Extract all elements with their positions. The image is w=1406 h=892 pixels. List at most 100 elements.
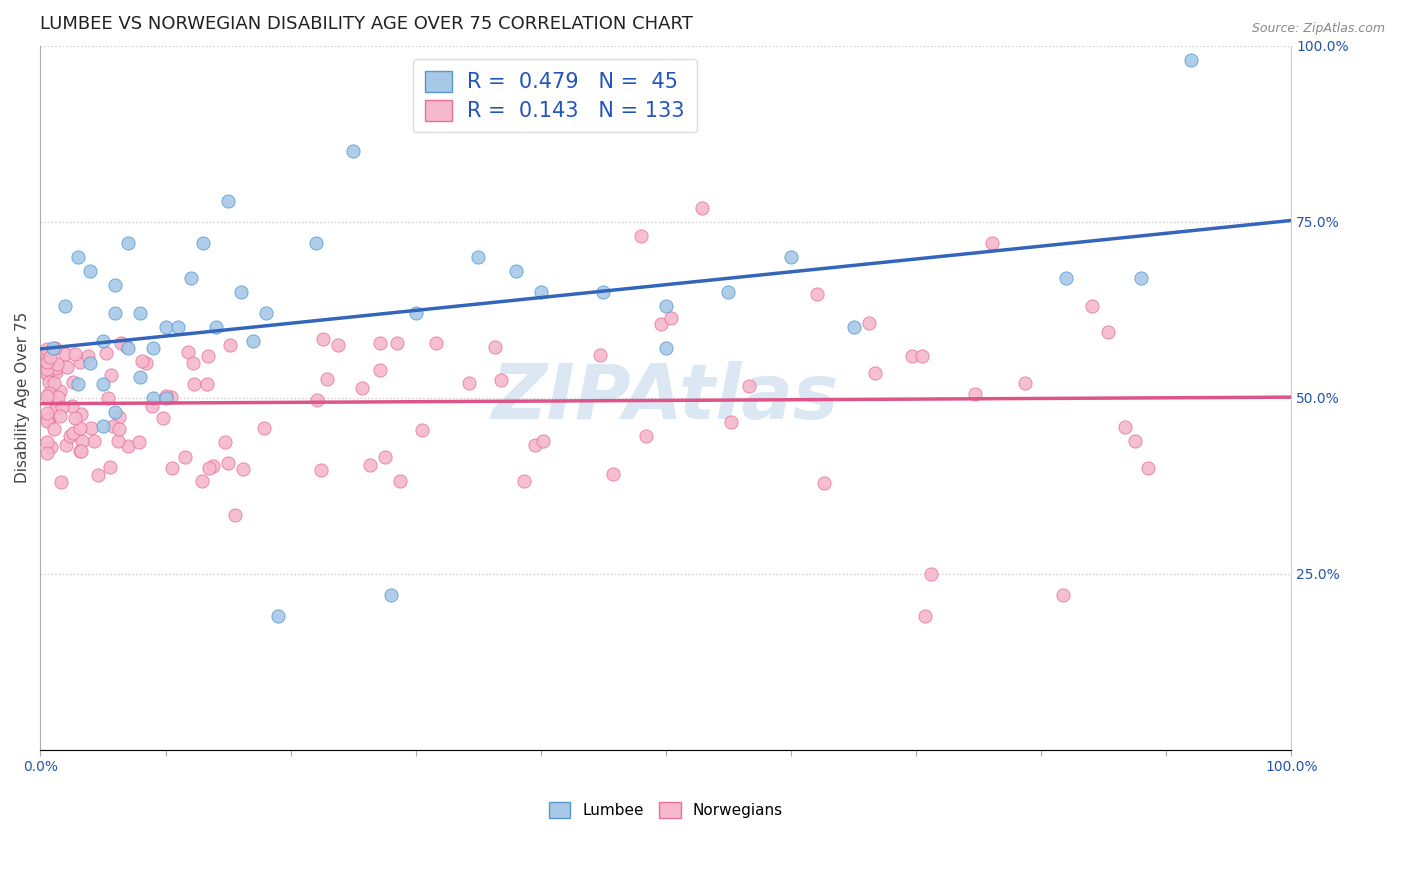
Point bbox=[350, 381, 373, 395]
Point bbox=[1180, 53, 1202, 67]
Point bbox=[1114, 420, 1136, 434]
Point bbox=[69, 444, 91, 458]
Point bbox=[173, 450, 195, 465]
Point bbox=[1014, 376, 1036, 390]
Point bbox=[1130, 271, 1153, 285]
Point bbox=[110, 336, 132, 351]
Point bbox=[55, 299, 77, 313]
Point bbox=[155, 320, 177, 334]
Point bbox=[219, 337, 242, 351]
Point bbox=[388, 474, 411, 488]
Point bbox=[63, 410, 86, 425]
Point bbox=[589, 348, 612, 362]
Point bbox=[35, 367, 58, 381]
Legend: Lumbee, Norwegians: Lumbee, Norwegians bbox=[543, 797, 789, 824]
Text: Source: ZipAtlas.com: Source: ZipAtlas.com bbox=[1251, 22, 1385, 36]
Point bbox=[780, 250, 803, 264]
Point bbox=[70, 443, 93, 458]
Point bbox=[661, 311, 683, 326]
Point bbox=[69, 421, 91, 435]
Point bbox=[49, 475, 72, 490]
Point bbox=[863, 367, 886, 381]
Point bbox=[911, 349, 934, 363]
Point bbox=[117, 342, 139, 356]
Point bbox=[630, 228, 652, 243]
Point bbox=[513, 474, 536, 488]
Point bbox=[304, 235, 326, 250]
Point bbox=[55, 438, 77, 452]
Point bbox=[177, 344, 200, 359]
Point bbox=[842, 320, 865, 334]
Point bbox=[94, 346, 117, 360]
Point bbox=[48, 409, 70, 423]
Point bbox=[197, 349, 219, 363]
Point bbox=[60, 399, 83, 413]
Point bbox=[224, 508, 246, 522]
Point bbox=[159, 390, 181, 404]
Point bbox=[42, 342, 65, 356]
Point bbox=[35, 360, 58, 375]
Point bbox=[62, 426, 84, 441]
Point bbox=[35, 414, 58, 428]
Point bbox=[1054, 271, 1077, 285]
Point bbox=[39, 350, 62, 364]
Point bbox=[59, 429, 82, 443]
Point bbox=[655, 342, 678, 356]
Point bbox=[117, 439, 139, 453]
Point bbox=[142, 391, 165, 405]
Point bbox=[37, 365, 59, 379]
Point bbox=[316, 372, 339, 386]
Point bbox=[484, 340, 506, 354]
Point bbox=[46, 390, 69, 404]
Point bbox=[45, 357, 67, 371]
Point bbox=[342, 145, 364, 159]
Point bbox=[636, 429, 658, 443]
Point bbox=[152, 411, 174, 425]
Point bbox=[914, 609, 936, 624]
Point bbox=[191, 235, 214, 250]
Point bbox=[217, 456, 239, 470]
Point bbox=[202, 458, 225, 473]
Point bbox=[44, 393, 66, 408]
Point bbox=[1097, 326, 1119, 340]
Point bbox=[530, 285, 553, 300]
Point bbox=[91, 376, 114, 391]
Point bbox=[505, 264, 527, 278]
Point bbox=[37, 368, 59, 382]
Point bbox=[66, 250, 89, 264]
Point bbox=[1136, 460, 1159, 475]
Point bbox=[131, 354, 153, 368]
Point bbox=[45, 401, 67, 415]
Point bbox=[42, 376, 65, 390]
Point bbox=[38, 376, 60, 390]
Point bbox=[83, 434, 105, 448]
Point bbox=[405, 306, 427, 320]
Point bbox=[198, 460, 221, 475]
Point bbox=[195, 377, 218, 392]
Y-axis label: Disability Age Over 75: Disability Age Over 75 bbox=[15, 312, 30, 483]
Point bbox=[650, 317, 672, 331]
Point bbox=[104, 306, 127, 320]
Point bbox=[38, 410, 60, 425]
Point bbox=[183, 376, 205, 391]
Point bbox=[602, 467, 624, 481]
Point bbox=[45, 361, 67, 376]
Point bbox=[312, 332, 335, 346]
Point bbox=[1081, 299, 1104, 313]
Point bbox=[51, 400, 73, 414]
Point bbox=[142, 342, 165, 356]
Point bbox=[387, 336, 409, 351]
Point bbox=[155, 391, 177, 405]
Point bbox=[370, 336, 392, 351]
Point bbox=[359, 458, 381, 472]
Point bbox=[108, 422, 131, 436]
Point bbox=[114, 339, 136, 353]
Point bbox=[104, 405, 127, 419]
Point bbox=[368, 363, 391, 377]
Point bbox=[180, 271, 202, 285]
Point bbox=[91, 418, 114, 433]
Text: LUMBEE VS NORWEGIAN DISABILITY AGE OVER 75 CORRELATION CHART: LUMBEE VS NORWEGIAN DISABILITY AGE OVER … bbox=[41, 15, 693, 33]
Point bbox=[129, 306, 152, 320]
Point bbox=[425, 335, 447, 350]
Point bbox=[467, 250, 489, 264]
